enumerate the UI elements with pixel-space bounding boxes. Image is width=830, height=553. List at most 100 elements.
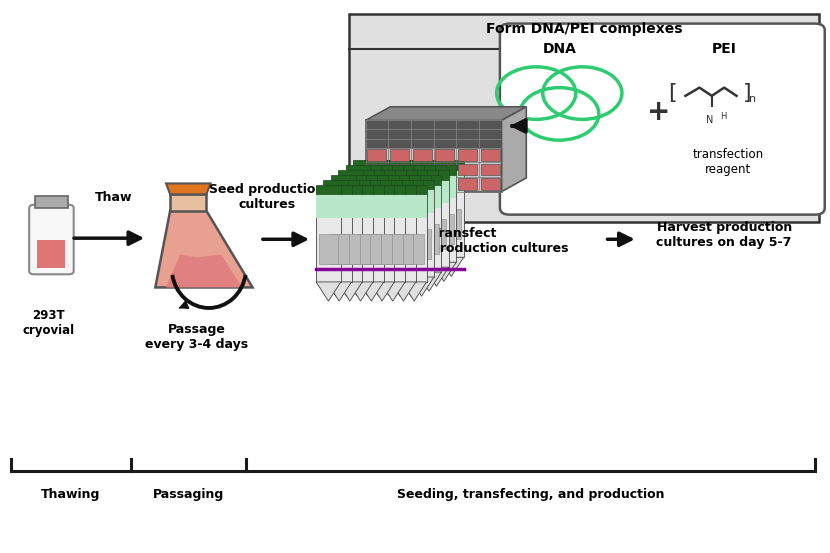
Bar [384,185,409,208]
Bar [380,214,400,244]
Polygon shape [166,254,242,288]
Polygon shape [345,277,369,296]
Bar [399,175,424,198]
Bar [374,175,398,185]
Bar [378,175,403,262]
Polygon shape [377,277,402,296]
Bar [436,179,454,190]
Bar [439,170,464,257]
Bar [370,170,395,180]
Bar [421,175,446,262]
Bar [424,180,449,203]
Bar [359,180,384,203]
Bar [340,234,359,264]
Polygon shape [338,282,362,301]
Bar [399,165,424,175]
Bar [354,170,378,257]
Polygon shape [384,272,409,291]
Bar [366,190,391,213]
Bar [370,180,395,267]
Bar [330,234,349,264]
Bar [345,180,369,190]
Bar [356,175,381,262]
Text: Seeding, transfecting, and production: Seeding, transfecting, and production [397,488,664,502]
Polygon shape [385,257,410,276]
Bar [406,185,431,208]
Bar [417,175,442,185]
Bar [369,195,394,218]
Bar [410,175,435,198]
Bar [345,190,369,277]
Bar [349,214,368,244]
Polygon shape [166,184,211,195]
Bar [417,185,442,272]
Bar [366,180,391,190]
Bar [413,179,432,190]
Bar [339,180,363,267]
Bar [405,219,425,249]
Bar [439,170,464,193]
Bar [376,224,396,254]
Polygon shape [364,257,388,276]
Bar [331,175,355,185]
Text: +: + [647,98,670,126]
Bar [369,185,394,195]
Polygon shape [316,282,341,301]
Polygon shape [324,277,349,296]
Bar [458,149,477,161]
Polygon shape [388,277,413,296]
Bar [439,160,464,170]
Bar [359,214,378,244]
Bar [413,214,432,244]
Bar [380,185,405,195]
Bar [383,234,403,264]
Bar [327,195,352,218]
Polygon shape [417,272,442,291]
Bar [431,209,451,239]
Bar [354,170,378,193]
Bar [403,180,427,203]
Bar [458,164,477,175]
Bar [391,195,416,282]
Bar [355,190,380,277]
Bar [363,185,388,272]
Bar [324,190,349,277]
Bar [424,170,449,180]
Bar [404,234,424,264]
Bar [367,175,392,262]
Bar [410,175,435,262]
Polygon shape [410,262,435,281]
Bar [339,180,363,203]
Bar [407,160,432,170]
Bar [409,209,429,239]
Bar [364,170,388,257]
Polygon shape [359,282,383,301]
Bar [398,180,423,190]
Bar [380,195,405,282]
Bar [366,209,386,239]
Polygon shape [370,267,395,286]
Bar [417,170,442,257]
Bar [334,180,359,190]
Bar [337,229,356,259]
Bar [413,180,438,203]
Bar [351,234,370,264]
Polygon shape [369,282,394,301]
Bar [342,185,366,272]
Bar [385,160,410,170]
Bar [413,170,438,180]
Text: 293T
cryovial: 293T cryovial [22,309,74,337]
Text: DNA: DNA [542,43,576,56]
Bar [354,224,374,254]
Bar [391,214,411,244]
Bar [355,190,380,213]
Bar [334,224,354,254]
Bar [388,165,413,175]
Polygon shape [334,277,359,296]
Bar [363,175,388,185]
Polygon shape [421,262,446,281]
Bar [37,240,66,268]
Bar [364,170,388,193]
Bar [346,165,370,175]
Bar [413,149,432,161]
